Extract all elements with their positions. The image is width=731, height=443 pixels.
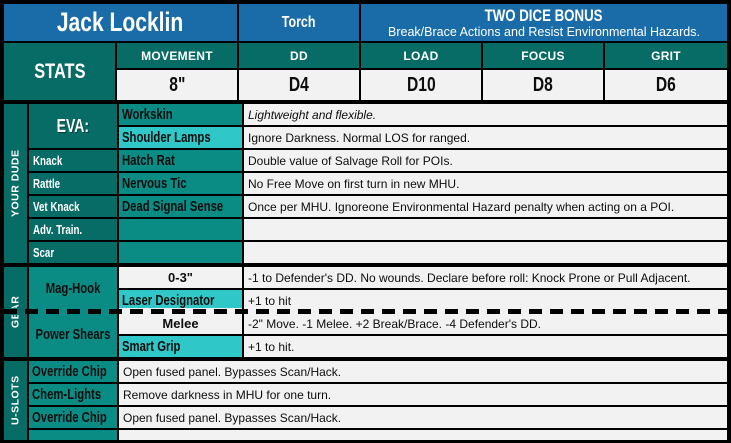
- stat-value-dd: D4: [239, 70, 359, 100]
- stat-header-movement: MOVEMENT: [117, 43, 237, 68]
- bonus-subtitle: Break/Brace Actions and Resist Environme…: [388, 25, 700, 40]
- weapon-name-power-shears: Power Shears: [29, 313, 117, 357]
- stat-value-focus: D8: [483, 70, 603, 100]
- stat-header-load: LOAD: [361, 43, 481, 68]
- stats-label: STATS: [33, 59, 86, 83]
- item-workskin: Workskin: [119, 104, 242, 125]
- desc-chem-lights: Remove darkness in MHU for one turn.: [119, 384, 727, 405]
- desc-mag-hook-range: -1 to Defender's DD. No wounds. Declare …: [244, 267, 727, 288]
- desc-hatch-rat: Double value of Salvage Roll for POIs.: [244, 150, 727, 171]
- row-label-rattle: Rattle: [29, 173, 117, 194]
- item-scar-empty: [119, 242, 242, 263]
- stat-value-load: D10: [361, 70, 481, 100]
- your-dude-section: YOUR DUDE EVA: Knack Rattle Vet Knack Ad…: [4, 104, 727, 263]
- your-dude-section-label: YOUR DUDE: [4, 104, 27, 263]
- character-name: Jack Locklin: [57, 7, 184, 37]
- item-shoulder-lamps: Shoulder Lamps: [119, 127, 242, 148]
- bonus-title: TWO DICE BONUS: [485, 5, 603, 25]
- desc-adv-train-empty: [244, 219, 727, 240]
- uslot-override-chip-1: Override Chip: [29, 361, 117, 382]
- stat-header-focus: FOCUS: [483, 43, 603, 68]
- stat-value-grit: D6: [605, 70, 727, 100]
- weapon-dashed-divider: [4, 308, 727, 315]
- weapon-range-mag-hook: 0-3": [119, 267, 242, 288]
- row-label-scar: Scar: [29, 242, 117, 263]
- stat-header-grit: GRIT: [605, 43, 727, 68]
- class-cell: Torch: [239, 4, 359, 41]
- desc-shoulder-lamps: Ignore Darkness. Normal LOS for ranged.: [244, 127, 727, 148]
- row-label-vet-knack: Vet Knack: [29, 196, 117, 217]
- desc-laser-designator: +1 to hit: [244, 290, 727, 311]
- desc-dead-signal-sense: Once per MHU. Ignoreone Environmental Ha…: [244, 196, 727, 217]
- desc-smart-grip: +1 to hit.: [244, 336, 727, 357]
- row-label-adv-train: Adv. Train.: [29, 219, 117, 240]
- desc-uslot-empty: [119, 430, 727, 440]
- desc-power-shears-range: -2" Move. -1 Melee. +2 Break/Brace. -4 D…: [244, 313, 727, 334]
- desc-workskin: Lightweight and flexible.: [244, 104, 727, 125]
- item-dead-signal-sense: Dead Signal Sense: [119, 196, 242, 217]
- item-hatch-rat: Hatch Rat: [119, 150, 242, 171]
- item-adv-train-empty: [119, 219, 242, 240]
- desc-override-chip-1: Open fused panel. Bypasses Scan/Hack.: [119, 361, 727, 382]
- weapon-mod-laser-designator: Laser Designator: [119, 290, 242, 311]
- class-name: Torch: [282, 13, 316, 31]
- weapon-mod-smart-grip: Smart Grip: [119, 336, 242, 357]
- desc-nervous-tic: No Free Move on first turn in new MHU.: [244, 173, 727, 194]
- uslot-empty: [29, 430, 117, 440]
- uslot-chem-lights: Chem-Lights: [29, 384, 117, 405]
- desc-override-chip-2: Open fused panel. Bypasses Scan/Hack.: [119, 407, 727, 428]
- character-name-cell: Jack Locklin: [4, 4, 237, 41]
- row-label-knack: Knack: [29, 150, 117, 171]
- stat-header-dd: DD: [239, 43, 359, 68]
- uslot-override-chip-2: Override Chip: [29, 407, 117, 428]
- weapon-name-mag-hook: Mag-Hook: [29, 267, 117, 311]
- stats-label-cell: STATS: [4, 43, 115, 100]
- row-label-eva: EVA:: [29, 104, 117, 148]
- u-slots-section: U-SLOTS Override Chip Chem-Lights Overri…: [4, 361, 727, 440]
- weapon-range-power-shears: Melee: [119, 313, 242, 334]
- stat-value-movement: 8": [117, 70, 237, 100]
- desc-scar-empty: [244, 242, 727, 263]
- header-section: Jack Locklin Torch TWO DICE BONUS Break/…: [4, 4, 727, 100]
- u-slots-section-label: U-SLOTS: [4, 361, 27, 440]
- bonus-cell: TWO DICE BONUS Break/Brace Actions and R…: [361, 4, 727, 41]
- item-nervous-tic: Nervous Tic: [119, 173, 242, 194]
- gear-section: GEAR Mag-Hook Power Shears 0-3" Laser De…: [4, 267, 727, 357]
